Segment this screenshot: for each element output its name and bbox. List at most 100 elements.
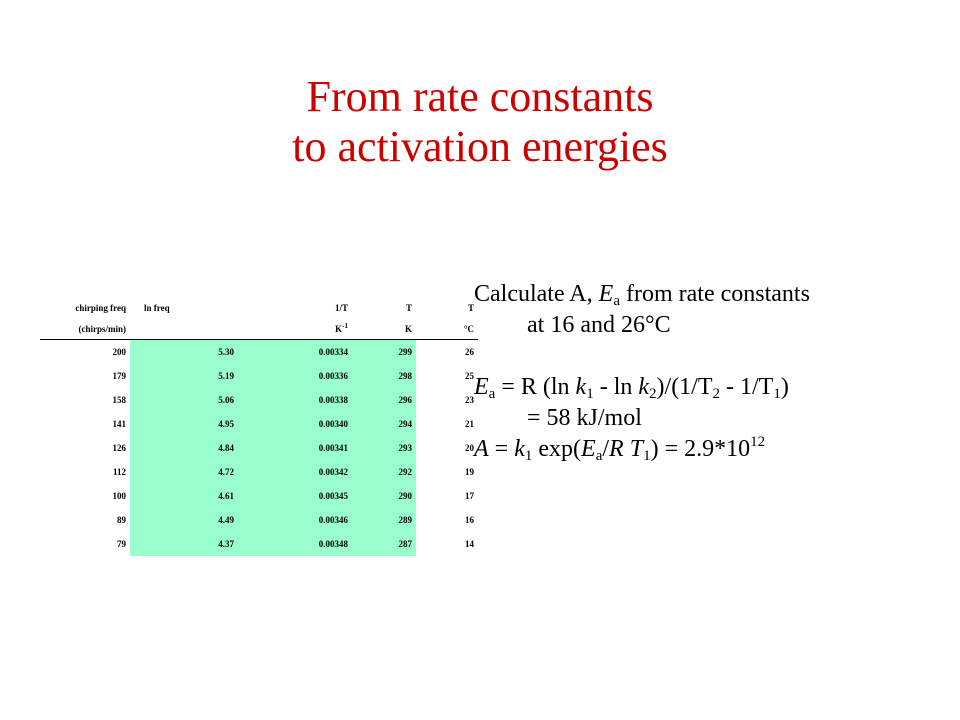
table-cell: 0.00334 <box>238 339 352 364</box>
table-body: 200 5.30 0.00334 299 26 179 5.19 0.00336 298 25 15… <box>40 339 478 556</box>
unit-cell: K <box>352 319 416 340</box>
note-text: R <box>609 436 624 462</box>
table-row: 179 5.19 0.00336 298 25 <box>40 364 478 388</box>
table-header-row: chirping freq ln freq 1/T T T <box>40 297 478 319</box>
table-row: 158 5.06 0.00338 296 23 <box>40 388 478 412</box>
note-subscript: a <box>595 448 603 464</box>
table-cell: 294 <box>352 412 416 436</box>
table-cell: 0.00336 <box>238 364 352 388</box>
table-cell: 0.00346 <box>238 508 352 532</box>
table-cell: 5.30 <box>130 339 238 364</box>
note-text: )/(1/T <box>656 374 713 400</box>
table-cell: 4.95 <box>130 412 238 436</box>
note-text: E <box>581 436 596 462</box>
table-cell: 158 <box>112 395 127 405</box>
note-text: exp( <box>532 436 582 462</box>
header-cell: ln freq <box>144 303 170 313</box>
note-text: T <box>629 436 644 462</box>
table-cell: 4.37 <box>130 532 238 556</box>
table-cell: 0.00348 <box>238 532 352 556</box>
table-cell: 26 <box>465 347 474 357</box>
table-cell: 20 <box>465 443 474 453</box>
table-cell: 0.00342 <box>238 460 352 484</box>
note-subscript: 2 <box>649 386 657 402</box>
note-subscript: a <box>613 293 620 309</box>
note-line-3: Ea = R (ln k1 - ln k2)/(1/T2 - 1/T1) <box>474 372 954 403</box>
note-line-1: Calculate A, Ea from rate constants <box>474 279 954 310</box>
table-cell: 287 <box>352 532 416 556</box>
table-cell: 16 <box>465 515 474 525</box>
table-row: 200 5.30 0.00334 299 26 <box>40 339 478 364</box>
table-cell: 0.00338 <box>238 388 352 412</box>
table-row: 100 4.61 0.00345 290 17 <box>40 484 478 508</box>
table-cell: 79 <box>117 539 126 549</box>
slide-title: From rate constants to activation energi… <box>0 72 960 172</box>
unit-cell <box>130 319 238 340</box>
table-cell: 112 <box>112 467 126 477</box>
table-cell: 0.00340 <box>238 412 352 436</box>
header-cell: chirping freq <box>75 303 126 313</box>
table-cell: 100 <box>112 491 127 501</box>
spacer <box>474 341 954 372</box>
table-cell: 23 <box>465 395 474 405</box>
table-cell: 179 <box>112 371 127 381</box>
table-cell: 21 <box>465 419 474 429</box>
table-cell: 299 <box>352 339 416 364</box>
note-text: / <box>602 436 610 462</box>
note-line-2: at 16 and 26°C <box>527 312 671 338</box>
table-row: 141 4.95 0.00340 294 21 <box>40 412 478 436</box>
note-subscript: 1 <box>524 448 533 464</box>
note-text: ) <box>780 374 789 400</box>
table-cell: 290 <box>352 484 416 508</box>
header-cell: 1/T <box>334 303 348 313</box>
table-cell: 289 <box>352 508 416 532</box>
unit-text: K <box>335 324 343 334</box>
table-cell: 0.00341 <box>238 436 352 460</box>
table-cell: 14 <box>465 539 474 549</box>
table-cell: 141 <box>112 419 127 429</box>
header-cell: T <box>405 303 412 313</box>
note-subscript: 1 <box>643 448 651 464</box>
table-cell: 89 <box>117 515 126 525</box>
note-line-4: = 58 kJ/mol <box>527 405 642 431</box>
calculation-notes: Calculate A, Ea from rate constants at 1… <box>474 279 954 465</box>
table-cell: 4.72 <box>130 460 238 484</box>
table-cell: 296 <box>352 388 416 412</box>
title-line-1: From rate constants <box>306 72 654 121</box>
note-text: E <box>598 281 614 307</box>
table-units-row: (chirps/min) K-1 K °C <box>40 319 478 340</box>
note-line-5: A = k1 exp(Ea/R T1) = 2.9*1012 <box>474 434 954 465</box>
unit-cell: K-1 <box>238 319 352 340</box>
note-text: k <box>514 436 525 462</box>
table-cell: 292 <box>352 460 416 484</box>
table-cell: 4.84 <box>130 436 238 460</box>
table-cell: 17 <box>465 491 474 501</box>
note-subscript: 1 <box>773 386 781 402</box>
note-text: - 1/T <box>720 374 774 400</box>
table-cell: 4.49 <box>130 508 238 532</box>
unit-cell: °C <box>416 319 478 340</box>
note-text: k <box>638 374 650 400</box>
data-table: chirping freq ln freq 1/T T T (chirps/mi… <box>40 297 478 556</box>
note-subscript: 1 <box>586 386 594 402</box>
note-text: = R (ln <box>495 374 576 400</box>
note-subscript: 2 <box>712 386 721 402</box>
table-cell: 25 <box>465 371 474 381</box>
table-cell: 298 <box>352 364 416 388</box>
table-row: 79 4.37 0.00348 287 14 <box>40 532 478 556</box>
table-cell: 126 <box>112 443 127 453</box>
unit-cell: (chirps/min) <box>40 319 130 340</box>
note-text: Calculate A, <box>474 281 599 307</box>
note-text: - ln <box>593 374 639 400</box>
note-text: from rate constants <box>619 281 810 307</box>
table-cell: 5.06 <box>130 388 238 412</box>
note-superscript: 12 <box>750 434 766 450</box>
note-text: A <box>474 436 489 462</box>
note-text: = <box>488 436 515 462</box>
table-cell: 5.19 <box>130 364 238 388</box>
header-cell: T <box>467 303 474 313</box>
table-cell: 0.00345 <box>238 484 352 508</box>
table-row: 89 4.49 0.00346 289 16 <box>40 508 478 532</box>
table-row: 126 4.84 0.00341 293 20 <box>40 436 478 460</box>
table-cell: 200 <box>112 347 127 357</box>
